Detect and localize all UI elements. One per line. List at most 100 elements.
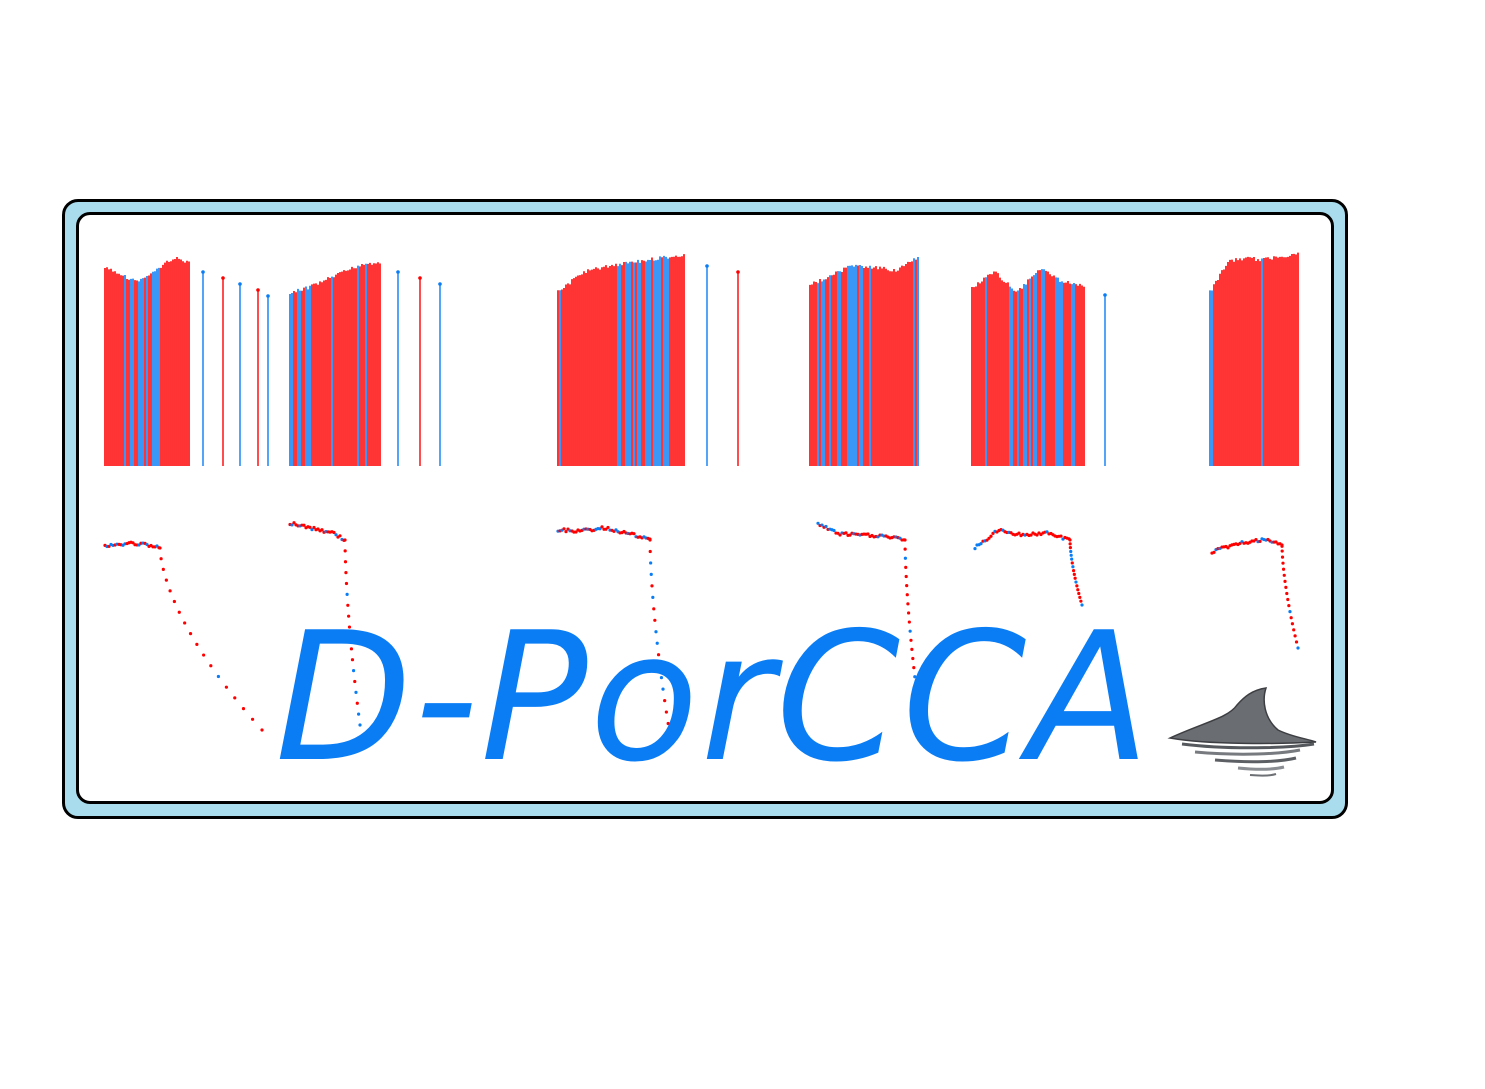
curve-point [209, 664, 213, 668]
curve-point [832, 528, 836, 533]
curve-point [816, 521, 820, 525]
curve-point [991, 531, 995, 535]
curve-point [1286, 597, 1290, 602]
curve-point [1283, 579, 1287, 583]
curve-point [1290, 622, 1295, 626]
curve-point [606, 525, 610, 530]
curve-point [351, 668, 356, 673]
curve-point [906, 602, 910, 606]
curve-point [1258, 539, 1262, 544]
curve-point [1294, 640, 1299, 644]
curve-point [346, 603, 350, 607]
curve-point [347, 625, 352, 629]
curve-point [650, 584, 654, 588]
curve-point [1077, 591, 1081, 596]
curve-point [353, 679, 357, 684]
curve-point [905, 593, 909, 597]
curve-point [1069, 553, 1073, 557]
curve-point [348, 636, 353, 640]
curve-point [598, 527, 602, 531]
curve-point [354, 690, 358, 694]
curve-point [632, 532, 636, 536]
curve-point [649, 561, 653, 565]
curve-point [1274, 540, 1278, 544]
click-bar-tip [266, 294, 270, 298]
curve-point [907, 620, 911, 624]
curve-point [1282, 573, 1286, 577]
curve-point [350, 658, 355, 662]
curve-point [912, 666, 916, 670]
curve-point [347, 614, 351, 618]
curve-point [310, 528, 314, 532]
curve-point [159, 557, 163, 561]
curve-point [358, 723, 362, 727]
click-bar-tip [1103, 293, 1107, 297]
curve-point [824, 524, 828, 529]
curve-point [1287, 603, 1291, 608]
curve-point [355, 701, 359, 705]
curve-point [202, 653, 206, 657]
curve-point [1293, 634, 1297, 638]
curve-point [1073, 576, 1077, 580]
curve-point [661, 687, 665, 691]
curve-point [1288, 610, 1292, 614]
curve-point [1080, 603, 1084, 607]
curve-point [903, 538, 907, 542]
curve-point [345, 592, 349, 597]
curve-point [1068, 538, 1072, 542]
curve-point [1071, 568, 1076, 573]
curve-point [1079, 599, 1083, 603]
curve-point [107, 544, 111, 549]
curve-point [216, 674, 221, 679]
curve-point [664, 710, 668, 714]
curve-point [1254, 537, 1258, 542]
curve-point [334, 533, 338, 537]
curve-point [343, 538, 347, 542]
curve-point [343, 549, 347, 553]
curve-point [564, 530, 568, 534]
curve-point [1281, 561, 1285, 565]
curve-point [652, 607, 656, 611]
curve-point [1296, 646, 1300, 650]
dolphin-fin-icon [1167, 687, 1317, 777]
curve-point [668, 733, 672, 737]
click-bar-tip [396, 270, 400, 274]
curve-point [1284, 585, 1288, 590]
curve-point [1070, 561, 1074, 565]
curve-point [1035, 533, 1039, 537]
curve-point [659, 676, 664, 680]
curve-point [903, 547, 907, 551]
logo-title: D-PorCCA [275, 594, 1153, 801]
curve-point [838, 533, 842, 537]
curve-point [1071, 565, 1075, 569]
curve-point [1212, 550, 1216, 554]
click-bar-tip [221, 276, 225, 280]
curve-point [906, 611, 911, 615]
curve-point [188, 632, 193, 636]
curve-point [1285, 591, 1289, 596]
curve-point [183, 621, 187, 625]
curve-point [904, 574, 908, 579]
click-bar-tip [705, 264, 709, 268]
click-bar-tip [238, 282, 242, 286]
curve-point [1070, 557, 1074, 561]
curve-point [320, 528, 324, 532]
curve-point [1281, 567, 1286, 571]
curve-point [913, 675, 917, 679]
curve-point [1045, 530, 1049, 534]
logo-frame-inner [76, 212, 1334, 804]
curve-point [1280, 543, 1284, 547]
curve-point [844, 531, 848, 535]
curve-point [973, 547, 977, 551]
curve-point [562, 527, 566, 531]
curve-point [312, 525, 316, 530]
curve-point [654, 630, 658, 634]
curve-point [648, 538, 652, 542]
dotted-curve-groups [103, 521, 1300, 737]
curve-point [908, 629, 912, 633]
curve-point [979, 541, 983, 546]
curve-point [656, 653, 661, 657]
curve-point [1289, 616, 1293, 620]
curve-point [1072, 572, 1076, 577]
